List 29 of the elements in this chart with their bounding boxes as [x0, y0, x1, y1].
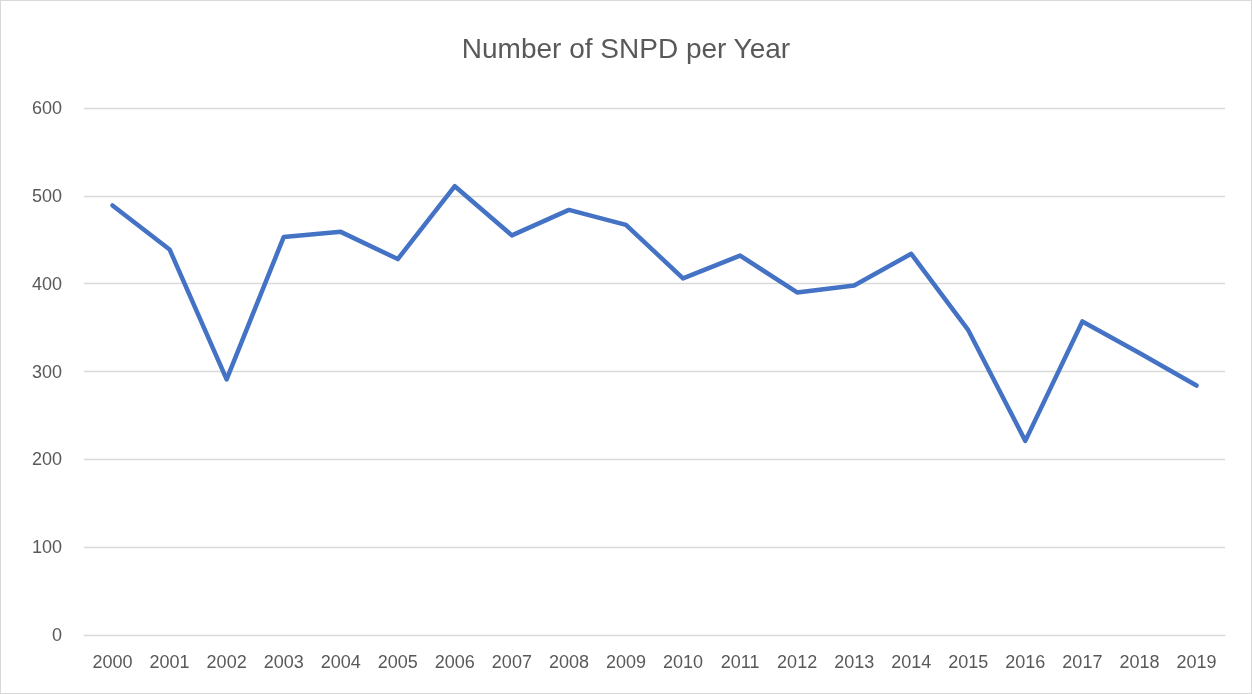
x-tick-label: 2017 — [1062, 652, 1103, 672]
y-tick-label: 500 — [31, 185, 62, 206]
x-tick-label: 2007 — [491, 652, 532, 672]
x-tick-label: 2009 — [605, 652, 646, 672]
chart-title: Number of SNPD per Year — [461, 32, 791, 64]
line-series — [110, 183, 1199, 444]
y-tick-label: 100 — [31, 537, 62, 558]
x-tick-label: 2018 — [1119, 652, 1160, 672]
y-tick-label: 600 — [31, 98, 62, 118]
y-tick-label: 300 — [31, 361, 62, 382]
x-tick-label: 2019 — [1176, 652, 1217, 672]
x-tick-label: 2016 — [1005, 652, 1046, 672]
y-tick-label: 200 — [31, 449, 62, 470]
x-tick-label: 2013 — [834, 652, 875, 672]
y-tick-label: 400 — [31, 273, 62, 294]
x-tick-label: 2001 — [149, 652, 190, 672]
y-tick-label: 0 — [51, 625, 62, 645]
x-tick-label: 2014 — [891, 652, 932, 672]
x-tick-label: 2005 — [377, 652, 418, 672]
x-tick-label: 2004 — [320, 652, 361, 672]
x-tick-label: 2015 — [948, 652, 989, 672]
x-tick-label: 2000 — [92, 652, 133, 672]
x-tick-label: 2008 — [548, 652, 589, 672]
x-tick-label: 2003 — [263, 652, 304, 672]
x-tick-label: 2011 — [720, 652, 760, 672]
x-tick-label: 2012 — [777, 652, 818, 672]
x-tick-label: 2002 — [206, 652, 247, 672]
x-tick-label: 2006 — [434, 652, 475, 672]
x-tick-label: 2010 — [663, 652, 704, 672]
